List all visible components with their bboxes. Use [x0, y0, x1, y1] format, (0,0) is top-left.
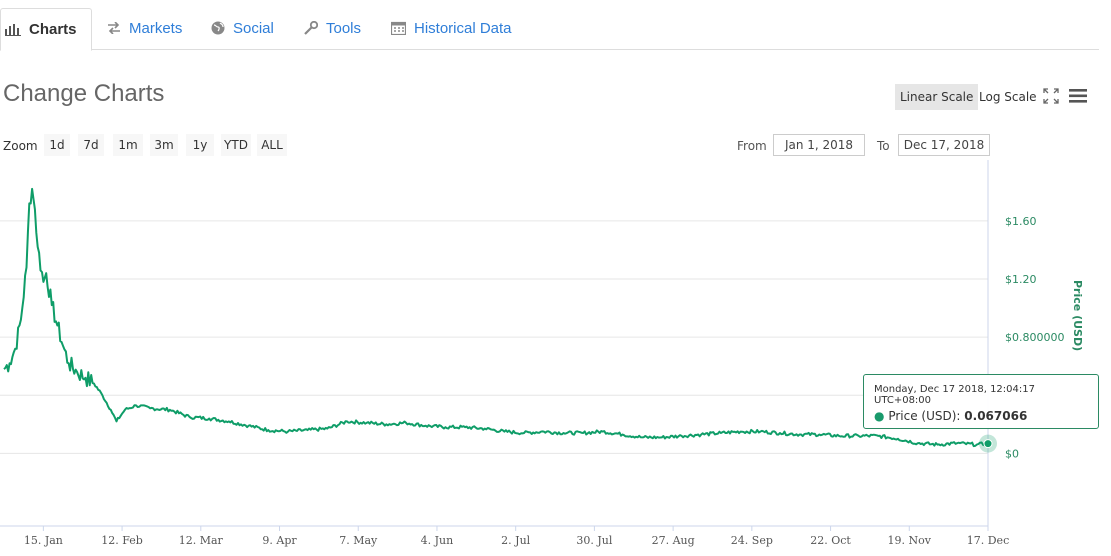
series-dot-icon: ●	[874, 409, 885, 423]
x-tick-label: 12. Feb	[101, 534, 143, 547]
chart-series	[3, 187, 997, 453]
x-tick-label: 30. Jul	[576, 534, 612, 547]
tab-historical-data[interactable]: Historical Data	[391, 8, 512, 48]
exchange-icon	[107, 22, 121, 34]
fullscreen-icon[interactable]	[1043, 88, 1059, 109]
x-tick-label: 17. Dec	[967, 534, 1009, 547]
from-label: From	[737, 139, 767, 153]
zoom-all-button[interactable]: ALL	[257, 134, 287, 156]
x-tick-label: 27. Aug	[652, 534, 695, 547]
tooltip-date: Monday, Dec 17 2018, 12:04:17 UTC+08:00	[874, 384, 1035, 406]
x-tick-label: 7. May	[339, 534, 378, 547]
tooltip-row: ● Price (USD): 0.067066	[874, 409, 1088, 423]
price-chart[interactable]: 15. Jan 12. Feb 12. Mar 9. Apr 7. May 4. Jun 2…	[0, 160, 1111, 556]
wrench-icon	[304, 21, 318, 35]
zoom-ytd-button[interactable]: YTD	[221, 134, 251, 156]
x-tick-label: 22. Oct	[810, 534, 851, 547]
x-tick-label: 19. Nov	[888, 534, 932, 547]
chart-grid	[0, 160, 989, 526]
tab-label: Tools	[326, 19, 362, 37]
x-axis: 15. Jan 12. Feb 12. Mar 9. Apr 7. May 4. Jun 2…	[0, 525, 1009, 547]
to-date-input[interactable]	[898, 134, 990, 156]
x-tick-label: 12. Mar	[179, 534, 224, 547]
zoom-1d-button[interactable]: 1d	[44, 134, 70, 156]
tab-label: Historical Data	[414, 19, 512, 37]
from-date-input[interactable]	[773, 134, 865, 156]
zoom-label: Zoom	[3, 139, 38, 153]
tab-label: Social	[233, 19, 274, 37]
x-tick-label: 9. Apr	[262, 534, 297, 547]
zoom-1y-button[interactable]: 1y	[186, 134, 214, 156]
price-line	[3, 187, 989, 448]
y-tick-label: $0.800000	[1005, 331, 1065, 344]
y-tick-label: $1.20	[1005, 273, 1037, 286]
y-axis: $0 $0.800000 $1.20 $1.60	[1005, 215, 1065, 460]
to-label: To	[877, 139, 890, 153]
tooltip-series-label: Price (USD):	[888, 409, 961, 423]
y-axis-label: Price (USD)	[1071, 280, 1084, 351]
x-tick-label: 24. Sep	[731, 534, 773, 547]
tab-tools[interactable]: Tools	[304, 8, 361, 48]
tab-social[interactable]: Social	[211, 8, 274, 48]
x-tick-label: 2. Jul	[501, 534, 530, 547]
page-title: Change Charts	[3, 80, 165, 107]
bar-chart-icon	[5, 23, 21, 36]
globe-icon	[211, 21, 225, 35]
x-tick-label: 15. Jan	[24, 534, 63, 547]
linear-scale-button[interactable]: Linear Scale	[895, 84, 979, 110]
hamburger-menu-icon[interactable]	[1069, 89, 1087, 108]
y-tick-label: $0	[1005, 447, 1019, 460]
tab-label: Charts	[29, 21, 77, 38]
y-tick-label: $1.60	[1005, 215, 1037, 228]
chart-tooltip: Monday, Dec 17 2018, 12:04:17 UTC+08:00 …	[863, 374, 1099, 429]
tab-bar: Charts Markets Social Tools Historical D…	[0, 8, 1099, 51]
zoom-3m-button[interactable]: 3m	[150, 134, 178, 156]
tab-markets[interactable]: Markets	[107, 8, 182, 48]
zoom-7d-button[interactable]: 7d	[78, 134, 104, 156]
x-tick-label: 4. Jun	[421, 534, 454, 547]
tooltip-value: 0.067066	[964, 409, 1028, 423]
tab-label: Markets	[129, 19, 183, 37]
log-scale-button[interactable]: Log Scale	[979, 90, 1037, 104]
calendar-icon	[391, 21, 406, 35]
data-point	[983, 439, 993, 449]
zoom-1m-button[interactable]: 1m	[113, 134, 143, 156]
tab-charts[interactable]: Charts	[0, 8, 92, 51]
